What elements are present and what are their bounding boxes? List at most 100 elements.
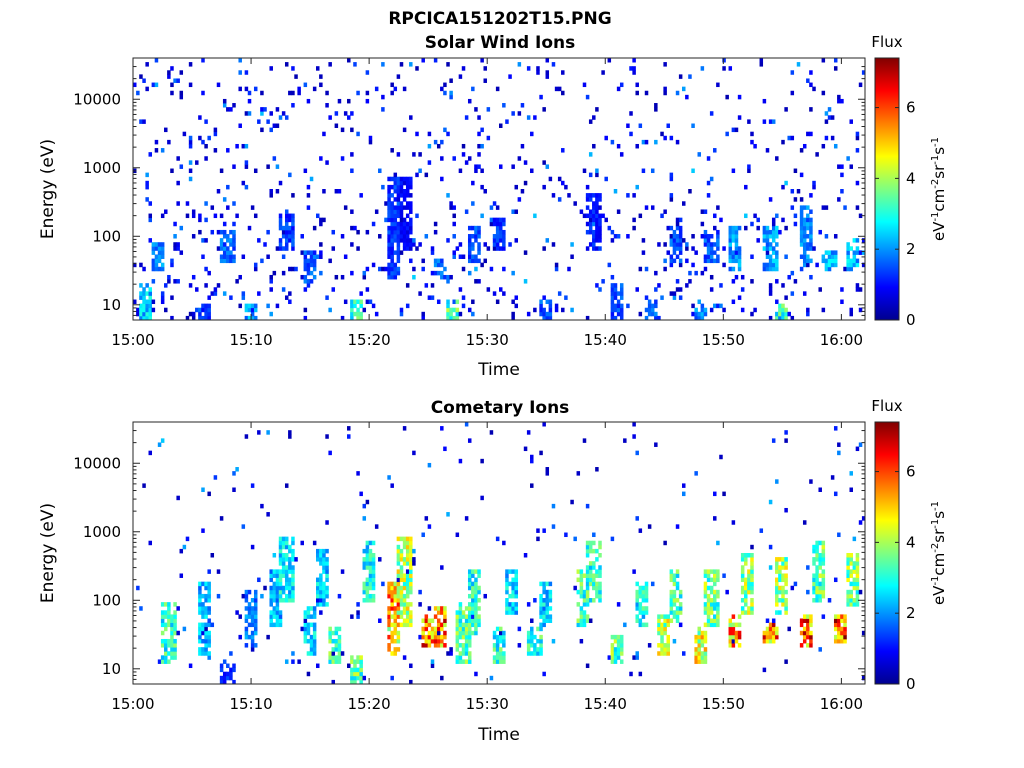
flux-cell <box>390 262 394 268</box>
flux-cell <box>663 242 667 247</box>
flux-cell <box>477 234 481 239</box>
flux-cell <box>173 622 177 628</box>
flux-cell <box>319 589 323 595</box>
flux-cell <box>855 589 860 595</box>
flux-cell <box>253 303 258 309</box>
flux-cell <box>495 217 500 223</box>
flux-cell <box>229 242 233 247</box>
flux-cell <box>235 279 239 284</box>
flux-cell <box>747 610 751 615</box>
flux-cell <box>818 585 822 591</box>
flux-cell <box>226 234 230 239</box>
flux-cell <box>539 593 543 599</box>
flux-cell <box>635 516 639 521</box>
flux-cell <box>775 213 779 219</box>
flux-cell <box>306 622 311 628</box>
flux-cell <box>585 184 590 190</box>
flux-cell <box>520 143 525 149</box>
flux-cell <box>821 589 826 595</box>
flux-cell <box>492 643 497 648</box>
flux-cell <box>511 589 515 595</box>
flux-cell <box>409 62 413 67</box>
flux-cell <box>663 90 667 96</box>
flux-cell <box>216 189 221 194</box>
flux-cell <box>499 651 503 656</box>
flux-cell <box>154 258 159 264</box>
flux-cell <box>219 213 224 219</box>
flux-cell <box>477 258 481 264</box>
flux-cell <box>638 671 643 677</box>
flux-cell <box>635 651 639 656</box>
flux-cell <box>467 618 472 623</box>
flux-cell <box>412 274 416 280</box>
flux-cell <box>806 565 810 570</box>
flux-cell <box>706 622 711 628</box>
flux-cell <box>412 238 416 243</box>
flux-cell <box>405 283 410 288</box>
flux-cell <box>660 614 664 619</box>
flux-cell <box>713 242 717 247</box>
flux-cell <box>306 614 311 619</box>
flux-cell <box>734 254 739 259</box>
flux-cell <box>474 581 478 587</box>
flux-cell <box>368 598 373 603</box>
flux-cell <box>471 569 475 574</box>
flux-cell <box>858 520 863 525</box>
flux-cell <box>272 581 277 587</box>
flux-cell <box>241 254 246 259</box>
flux-cell <box>654 442 658 447</box>
flux-cell <box>232 246 236 251</box>
flux-cell <box>430 618 435 623</box>
flux-cell <box>477 606 481 611</box>
flux-cell <box>322 598 326 603</box>
flux-cell <box>644 139 649 145</box>
flux-cell <box>644 307 649 313</box>
flux-cell <box>669 569 674 574</box>
flux-cell <box>663 209 667 214</box>
flux-cell <box>452 213 456 219</box>
flux-cell <box>362 516 367 521</box>
flux-cell <box>616 291 621 296</box>
flux-cell <box>585 94 590 100</box>
flux-cell <box>170 295 174 300</box>
flux-cell <box>390 598 394 603</box>
flux-cell <box>387 610 391 615</box>
flux-cell <box>548 303 553 309</box>
flux-cell <box>390 217 394 223</box>
flux-cell <box>281 573 286 578</box>
flux-cell <box>740 569 745 574</box>
flux-cell <box>771 246 776 251</box>
flux-cell <box>846 589 850 595</box>
flux-cell <box>542 315 546 321</box>
flux-cell <box>775 577 779 583</box>
flux-cell <box>229 295 233 300</box>
flux-cell <box>775 581 779 587</box>
flux-cell <box>474 238 478 243</box>
flux-cell <box>713 622 717 628</box>
flux-cell <box>278 561 283 566</box>
flux-cell <box>641 585 646 591</box>
flux-cell <box>495 655 500 660</box>
flux-cell <box>691 168 695 174</box>
flux-cell <box>160 250 165 255</box>
flux-cell <box>641 139 646 145</box>
flux-cell <box>207 307 211 313</box>
flux-cell <box>393 205 398 210</box>
flux-cell <box>350 242 354 247</box>
flux-cell <box>433 58 438 63</box>
flux-cell <box>164 602 168 607</box>
flux-cell <box>781 311 785 317</box>
flux-cell <box>588 565 593 570</box>
flux-cell <box>809 618 813 623</box>
flux-cell <box>148 303 153 309</box>
flux-cell <box>771 438 776 443</box>
flux-cell <box>613 659 618 664</box>
flux-cell <box>837 634 841 640</box>
flux-cell <box>343 205 348 210</box>
flux-cell <box>284 536 289 542</box>
flux-cell <box>740 557 745 562</box>
flux-cell <box>250 647 255 652</box>
flux-cell <box>402 593 407 599</box>
flux-cell <box>409 242 413 247</box>
flux-cell <box>849 573 853 578</box>
